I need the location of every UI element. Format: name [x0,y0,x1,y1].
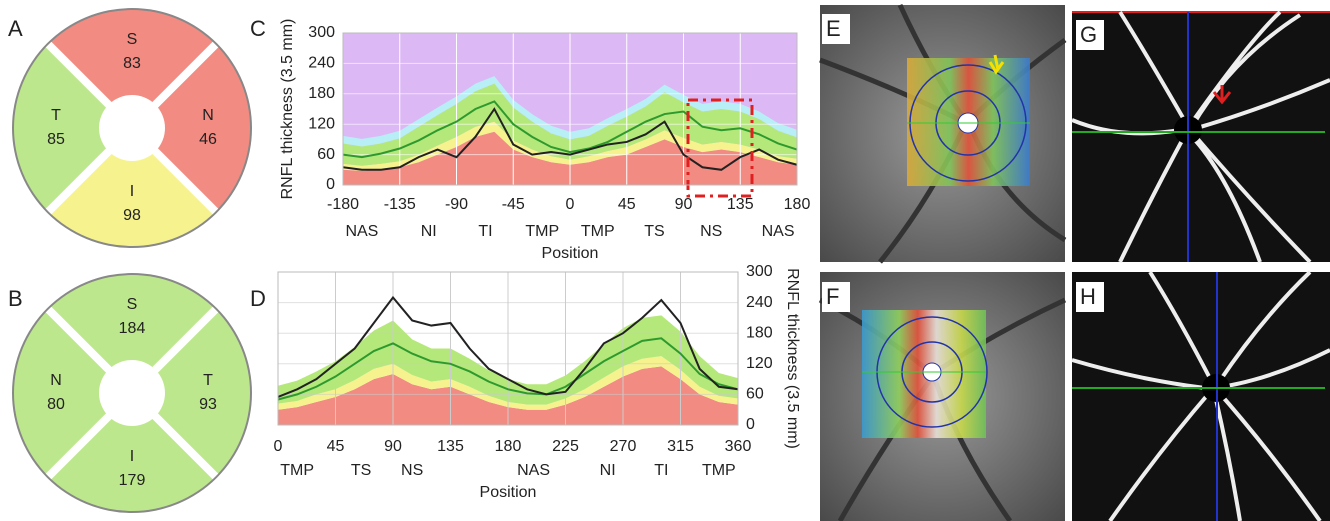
y-tick-label: 240 [308,55,335,72]
x-tick-label: -45 [502,196,525,213]
sector-label: I [130,183,134,200]
x-tick-label: 315 [667,438,694,455]
panel-label: H [1080,284,1096,309]
x-tick-label: 45 [327,438,345,455]
sector-value: 179 [119,472,146,489]
sector-label: S [127,31,138,48]
y-tick-label: 60 [746,386,764,403]
region-label: TMP [525,223,559,240]
sector-value: 184 [119,320,146,337]
center-hole [99,360,165,426]
sector-value: 46 [199,131,217,148]
y-tick-label: 120 [746,355,773,372]
region-label: TMP [581,223,615,240]
x-tick-label: 180 [495,438,522,455]
y-tick-label: 180 [746,324,773,341]
region-label: TMP [280,462,314,479]
x-tick-label: 90 [384,438,402,455]
sector-label: I [130,448,134,465]
x-tick-label: 45 [618,196,636,213]
y-tick-label: 60 [317,146,335,163]
sector-value: 80 [47,396,65,413]
y-tick-label: 300 [746,263,773,280]
octa-image-g [1072,12,1330,262]
panel-label: E [826,16,841,41]
panel-label: G [1080,22,1097,47]
center-hole [99,95,165,161]
panel-label: C [250,16,266,41]
region-label: TS [351,462,371,479]
panel-label: D [250,286,266,311]
y-tick-label: 240 [746,294,773,311]
x-axis-label: Position [480,484,537,501]
sector-label: T [51,107,61,124]
y-axis-label: RNFL thickness (3.5 mm) [279,19,296,200]
x-tick-label: -90 [445,196,468,213]
fundus-image-f [820,272,1065,521]
figure: E F G H S 83 N 46 I 98 T 85 A S 184 T 93 I 179 N 80 B 0 60 120 18… [0,0,1330,521]
region-label: NAS [762,223,795,240]
x-tick-label: 225 [552,438,579,455]
sector-value: 93 [199,396,217,413]
x-tick-label: 135 [727,196,754,213]
x-axis-label: Position [542,245,599,262]
region-label: NS [700,223,722,240]
y-tick-label: 300 [308,24,335,41]
region-label: NS [401,462,423,479]
sector-value: 98 [123,207,141,224]
x-tick-label: 180 [784,196,811,213]
sector-label: N [202,107,214,124]
x-tick-label: 135 [437,438,464,455]
octa-image-h [1072,272,1330,521]
sector-label: N [50,372,62,389]
region-label: TS [644,223,664,240]
region-label: NI [600,462,616,479]
y-tick-label: 0 [326,176,335,193]
y-tick-label: 0 [746,416,755,433]
region-label: TI [478,223,492,240]
panel-label: F [826,284,839,309]
sector-label: T [203,372,213,389]
x-tick-label: 0 [566,196,575,213]
sector-label: S [127,296,138,313]
x-tick-label: -135 [384,196,416,213]
region-label: TMP [702,462,736,479]
fundus-image-e [820,5,1065,262]
x-tick-label: 0 [274,438,283,455]
sector-value: 85 [47,131,65,148]
region-label: NI [421,223,437,240]
panel-label: B [8,286,23,311]
x-tick-label: 270 [610,438,637,455]
region-label: NAS [345,223,378,240]
region-label: TI [654,462,668,479]
x-tick-label: -180 [327,196,359,213]
x-tick-label: 90 [675,196,693,213]
x-tick-label: 360 [725,438,752,455]
panel-label: A [8,16,23,41]
y-tick-label: 120 [308,115,335,132]
y-tick-label: 180 [308,85,335,102]
region-label: NAS [517,462,550,479]
sector-value: 83 [123,55,141,72]
y-axis-label: RNFL thickness (3.5 mm) [784,268,801,449]
